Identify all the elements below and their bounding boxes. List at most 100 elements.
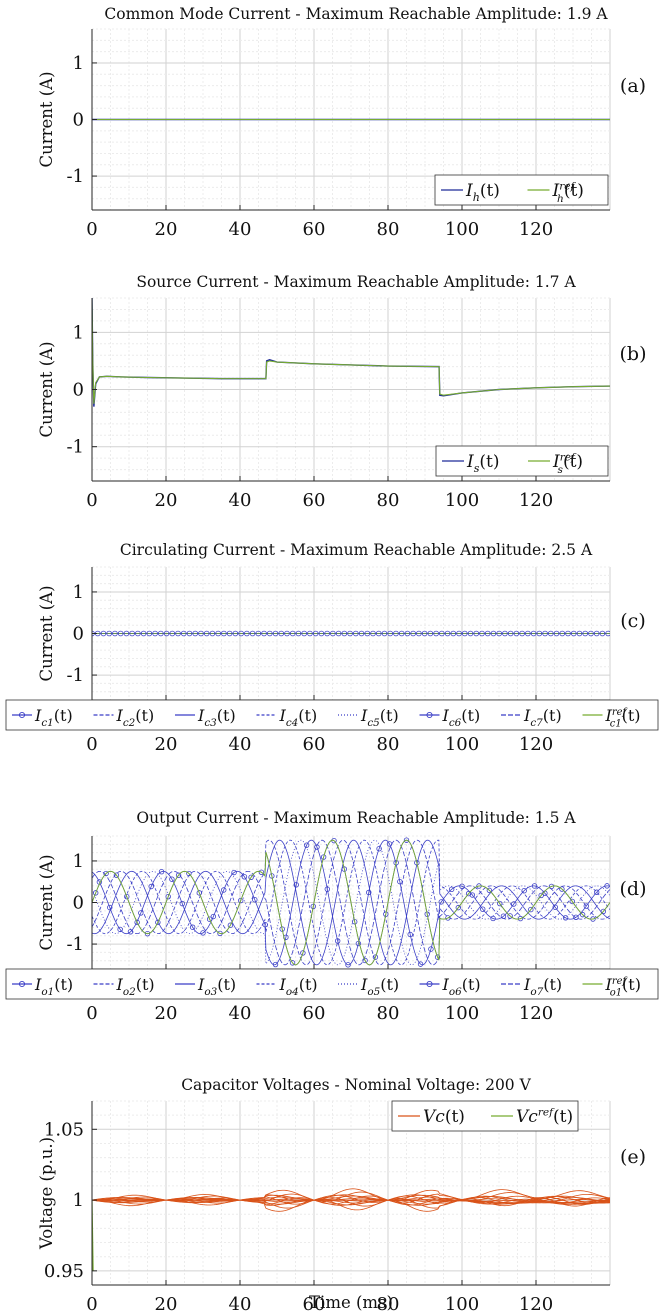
marker	[410, 630, 416, 637]
y-tick-label: 0	[73, 110, 84, 131]
legend-a: Ih(t) Iref h(t)	[434, 174, 609, 206]
panel-label: (b)	[620, 343, 647, 365]
marker	[138, 910, 144, 916]
legend-c: Ic1(t) Ic2(t) Ic3(t) Ic4(t) Ic5(t) Ic6(t) Ic7(…	[5, 699, 659, 731]
chart-title: Capacitor Voltages - Nominal Voltage: 20…	[181, 1076, 531, 1094]
legend-label: Iref h(t)	[552, 181, 584, 205]
marker	[404, 630, 411, 637]
legend-label: Io3(t)	[197, 975, 236, 998]
x-tick-label: 0	[86, 490, 97, 511]
legend-label: Io4(t)	[279, 975, 318, 998]
marker	[421, 630, 428, 637]
marker	[433, 630, 439, 637]
marker	[381, 630, 388, 637]
y-tick-label: -1	[66, 437, 84, 458]
x-axis-label: Time (ms)	[309, 1293, 393, 1312]
legend-e: Vc(t) Vcref(t)	[391, 1100, 579, 1132]
axes-e: 0.95 1 1.05 0 20 40 60 80 100 120	[44, 1101, 610, 1315]
marker	[519, 630, 525, 637]
marker	[484, 630, 491, 637]
legend-label: Iref s(t)	[552, 452, 583, 476]
marker	[186, 630, 193, 637]
series-line	[92, 839, 610, 966]
marker	[358, 630, 365, 637]
marker	[473, 630, 480, 637]
x-tick-label: 0	[86, 1003, 97, 1024]
marker	[330, 630, 336, 637]
x-tick-label: 100	[445, 219, 479, 240]
marker	[565, 630, 571, 637]
marker	[249, 630, 256, 637]
marker	[232, 630, 239, 637]
marker	[372, 954, 379, 960]
marker	[502, 630, 508, 637]
legend-marker	[18, 711, 26, 719]
marker	[244, 630, 250, 637]
marker	[301, 630, 307, 637]
marker	[261, 630, 267, 637]
y-axis-label: Current (A)	[37, 71, 56, 167]
marker	[284, 630, 290, 637]
marker	[158, 868, 165, 875]
marker	[320, 854, 327, 860]
marker	[227, 922, 234, 928]
marker	[255, 630, 262, 637]
marker	[362, 957, 368, 964]
legend-marker	[18, 980, 26, 988]
marker	[312, 630, 319, 637]
x-tick-label: 40	[229, 490, 252, 511]
legend-marker	[426, 711, 433, 719]
chart-title: Circulating Current - Maximum Reachable …	[120, 541, 593, 559]
series-line	[92, 1189, 610, 1211]
series-line	[92, 839, 610, 966]
marker	[144, 930, 151, 937]
marker	[198, 630, 204, 637]
marker	[467, 630, 474, 637]
marker	[117, 926, 123, 933]
marker	[416, 630, 422, 637]
series-line	[92, 1195, 610, 1205]
marker	[438, 899, 444, 905]
marker	[469, 892, 476, 898]
legend-box	[434, 174, 609, 206]
marker	[398, 630, 405, 637]
x-tick-label: 60	[303, 1294, 326, 1315]
legend-label: Ic6(t)	[442, 706, 481, 729]
marker	[221, 630, 227, 637]
marker	[289, 960, 296, 966]
marker	[593, 889, 600, 895]
marker	[497, 900, 503, 907]
marker	[576, 630, 583, 637]
marker	[175, 872, 182, 878]
legend-marker	[426, 980, 433, 988]
y-axis-label: Voltage (p.u.)	[37, 1137, 56, 1250]
x-tick-label: 120	[519, 490, 553, 511]
marker	[407, 931, 413, 938]
x-tick-label: 20	[155, 490, 178, 511]
marker	[450, 630, 457, 637]
marker	[490, 630, 497, 637]
legend-label: Vc(t)	[423, 1107, 465, 1127]
marker	[175, 630, 181, 637]
legend-label: Io6(t)	[442, 975, 481, 998]
x-tick-label: 60	[303, 219, 326, 240]
x-tick-label: 20	[155, 1003, 178, 1024]
marker	[573, 914, 579, 920]
x-tick-label: 40	[229, 1003, 252, 1024]
marker	[215, 630, 221, 637]
marker	[92, 890, 99, 896]
marker	[272, 961, 279, 968]
y-tick-label: 0	[73, 893, 84, 914]
panel-label: (a)	[620, 75, 646, 97]
marker	[548, 883, 555, 890]
y-tick-label: 0.95	[44, 1261, 84, 1282]
marker	[140, 630, 147, 637]
marker	[112, 630, 118, 637]
marker	[511, 901, 517, 907]
legend-label: Is(t)	[466, 452, 500, 475]
marker	[531, 883, 538, 889]
